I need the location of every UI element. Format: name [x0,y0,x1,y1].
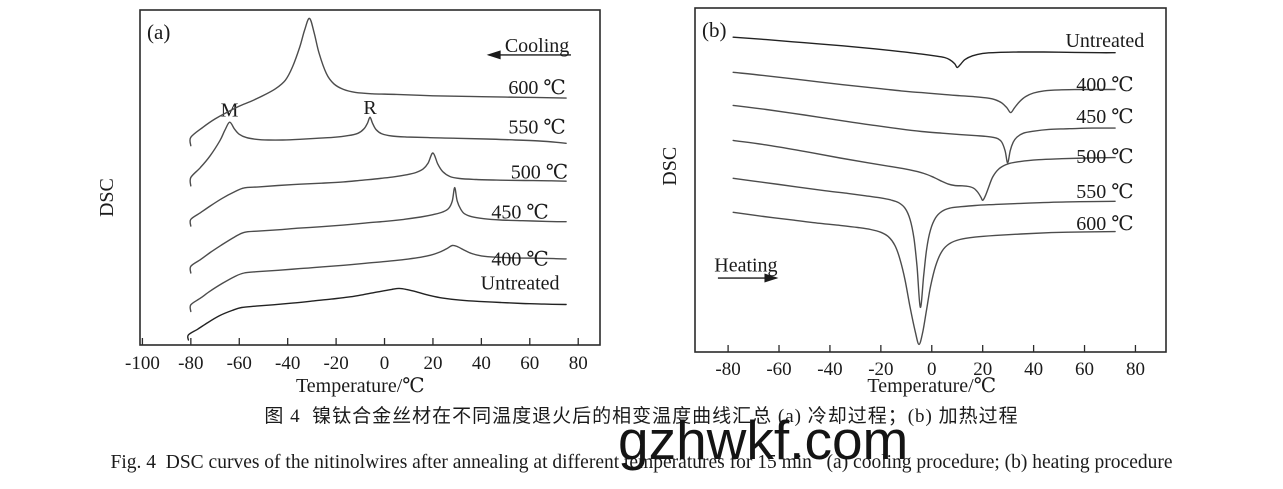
dsc-curve-550 [732,177,1116,309]
x-tick-label: -60 [227,353,252,374]
x-tick-label: -20 [868,359,893,380]
x-tick-label: -100 [125,353,160,374]
x-tick-label: 0 [380,353,390,374]
x-tick-label: 0 [927,359,937,380]
curve-label-600: 600 ℃ [508,77,565,99]
curve-label-400: 400 ℃ [491,249,548,271]
direction-label: Cooling [505,35,569,57]
curve-label-450: 450 ℃ [1076,106,1133,128]
x-tick-label: -80 [715,359,740,380]
curve-label-500: 500 ℃ [511,161,568,183]
plot-frame-a [139,9,601,346]
dsc-curve-600 [189,17,567,147]
dsc-curve-600 [732,211,1116,346]
x-tick-label: -60 [766,359,791,380]
dsc-curve-untreated [186,287,567,341]
y-axis-title: DSC [659,147,681,186]
plot-frame-b [694,7,1167,353]
dsc-curve-550 [189,116,567,187]
dsc-panels-svg: -100 -80 -60 -40 -20 0 20 40 60 80 Temperature/℃ DS… [96,7,1167,397]
direction-arrowhead-left [486,50,501,60]
y-axis-title: DSC [96,178,118,217]
panel-letter: (b) [702,18,727,42]
panel-b-heating: -80 -60 -40 -20 0 20 40 60 80 Temperature/℃ DSC (b)… [659,7,1167,397]
x-tick-label: 40 [1024,359,1043,380]
dsc-curve-450 [189,186,567,274]
x-tick-label: 60 [1075,359,1094,380]
caption-chinese: 图 4 镍钛合金丝材在不同温度退火后的相变温度曲线汇总 (a) 冷却过程；(b)… [264,406,1019,427]
x-tick-label: 80 [1126,359,1145,380]
curve-label-450: 450 ℃ [491,202,548,224]
curve-label-500: 500 ℃ [1076,146,1133,168]
curve-label-untreated: Untreated [1065,30,1144,52]
x-axis-title: Temperature/℃ [867,375,996,397]
watermark-text: gzhwkf.com [618,409,909,471]
x-tick-label: 80 [569,353,588,374]
direction-arrowhead-right [764,273,779,283]
panel-a-cooling: -100 -80 -60 -40 -20 0 20 40 60 80 Temperature/℃ DS… [96,9,601,397]
x-tick-label: -20 [323,353,348,374]
panel-letter: (a) [147,20,170,44]
caption-english: Fig. 4 DSC curves of the nitinolwires af… [110,452,1173,473]
dsc-curve-400 [732,71,1116,114]
x-tick-label: -40 [275,353,300,374]
dsc-curve-450 [732,104,1116,164]
dsc-curve-untreated [732,36,1116,69]
dsc-curve-400 [189,244,567,313]
x-axis-title: Temperature/℃ [296,375,425,397]
dsc-curve-500 [189,152,567,227]
curve-label-600: 600 ℃ [1076,213,1133,235]
x-tick-label: -80 [178,353,203,374]
dsc-curve-500 [732,139,1116,201]
x-tick-label: -40 [817,359,842,380]
curve-label-400: 400 ℃ [1076,74,1133,96]
direction-label: Heating [714,255,777,277]
curve-label-550: 550 ℃ [1076,181,1133,203]
peak-annotation-r: R [363,97,377,119]
x-tick-label: 60 [520,353,539,374]
x-tick-label: 20 [973,359,992,380]
curve-label-550: 550 ℃ [508,117,565,139]
curve-label-untreated: Untreated [481,273,560,295]
x-tick-label: 20 [423,353,442,374]
x-tick-label: 40 [472,353,491,374]
